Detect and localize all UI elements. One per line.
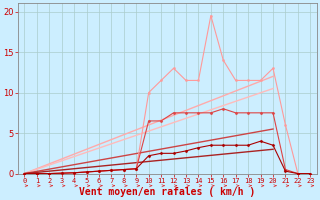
X-axis label: Vent moyen/en rafales ( km/h ): Vent moyen/en rafales ( km/h )	[79, 187, 255, 197]
